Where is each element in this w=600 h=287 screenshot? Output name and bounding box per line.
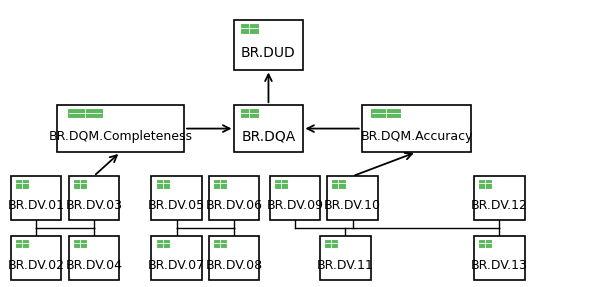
- Bar: [155, 238, 170, 248]
- Text: BR.DV.06: BR.DV.06: [206, 199, 263, 212]
- Bar: [274, 179, 288, 189]
- Bar: [151, 236, 202, 280]
- Bar: [213, 238, 227, 248]
- Bar: [213, 179, 227, 189]
- Bar: [320, 236, 371, 280]
- Text: BR.DV.13: BR.DV.13: [471, 259, 528, 272]
- Bar: [73, 238, 87, 248]
- Bar: [68, 176, 119, 220]
- Bar: [235, 20, 302, 70]
- Text: BR.DV.01: BR.DV.01: [8, 199, 65, 212]
- Text: BR.DUD: BR.DUD: [241, 46, 296, 60]
- Bar: [209, 236, 259, 280]
- Bar: [370, 108, 401, 118]
- Bar: [270, 176, 320, 220]
- Bar: [474, 176, 524, 220]
- Bar: [235, 105, 302, 152]
- Bar: [209, 176, 259, 220]
- Text: BR.DV.07: BR.DV.07: [148, 259, 205, 272]
- Text: BR.DV.05: BR.DV.05: [148, 199, 205, 212]
- Bar: [240, 108, 259, 118]
- Text: BR.DV.11: BR.DV.11: [317, 259, 374, 272]
- Text: BR.DV.12: BR.DV.12: [471, 199, 528, 212]
- Text: BR.DQA: BR.DQA: [241, 129, 296, 144]
- Bar: [331, 179, 346, 189]
- Bar: [478, 238, 493, 248]
- Text: BR.DV.09: BR.DV.09: [266, 199, 323, 212]
- Bar: [57, 105, 184, 152]
- Bar: [328, 176, 378, 220]
- Bar: [73, 179, 87, 189]
- Bar: [151, 176, 202, 220]
- Text: BR.DQM.Accuracy: BR.DQM.Accuracy: [360, 130, 473, 143]
- Bar: [240, 23, 259, 34]
- Bar: [67, 108, 103, 118]
- Bar: [325, 238, 338, 248]
- Text: BR.DV.04: BR.DV.04: [65, 259, 122, 272]
- Bar: [68, 236, 119, 280]
- Bar: [474, 236, 524, 280]
- Text: BR.DQM.Completeness: BR.DQM.Completeness: [49, 130, 193, 143]
- Text: BR.DV.08: BR.DV.08: [206, 259, 263, 272]
- Bar: [15, 179, 29, 189]
- Text: BR.DV.02: BR.DV.02: [8, 259, 65, 272]
- Bar: [155, 179, 170, 189]
- Bar: [362, 105, 471, 152]
- Bar: [11, 176, 61, 220]
- Text: BR.DV.03: BR.DV.03: [65, 199, 122, 212]
- Bar: [11, 236, 61, 280]
- Bar: [478, 179, 493, 189]
- Text: BR.DV.10: BR.DV.10: [324, 199, 381, 212]
- Bar: [15, 238, 29, 248]
